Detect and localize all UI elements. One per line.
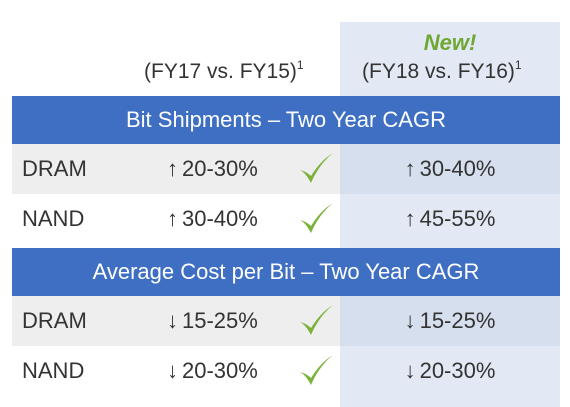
row-label: DRAM (22, 156, 87, 181)
new-label: New! (423, 30, 477, 55)
fy18-value-text: 30-40% (419, 156, 496, 181)
fy17-value: ↓ 15-25% (167, 296, 258, 346)
down-arrow-icon: ↓ (404, 308, 416, 333)
down-arrow-icon: ↓ (404, 358, 416, 383)
fy17-value-text: 15-25% (182, 308, 258, 333)
down-arrow-icon: ↓ (167, 358, 178, 383)
column-header-fy18-text: (FY18 vs. FY16) (362, 60, 515, 83)
up-arrow-icon: ↑ (404, 206, 416, 231)
section-header-average-cost: Average Cost per Bit – Two Year CAGR (12, 248, 560, 296)
fy18-value: ↓ 15-25% (340, 296, 560, 346)
down-arrow-icon: ↓ (167, 308, 178, 333)
up-arrow-icon: ↑ (167, 156, 178, 181)
up-arrow-icon: ↑ (404, 156, 416, 181)
column-header-fy18: (FY18 vs. FY16)1 (362, 58, 522, 84)
fy18-value-text: 20-30% (419, 358, 496, 383)
footnote-marker: 1 (514, 58, 522, 72)
table-row: DRAM ↑ 20-30% ↑ 30-40% (12, 144, 560, 194)
table-row: NAND ↓ 20-30% ↓ 20-30% (12, 346, 560, 396)
fy17-value: ↑ 30-40% (167, 194, 258, 244)
table-row: NAND ↑ 30-40% ↑ 45-55% (12, 194, 560, 244)
row-label: NAND (22, 206, 85, 231)
footnote-marker: 1 (296, 58, 304, 72)
fy18-value: ↑ 45-55% (340, 194, 560, 244)
fy18-value: ↑ 30-40% (340, 144, 560, 194)
fy17-value-text: 30-40% (182, 206, 258, 231)
check-mark-icon (300, 153, 333, 183)
row-label: DRAM (22, 308, 87, 333)
fy17-value: ↑ 20-30% (167, 144, 258, 194)
check-mark-icon (300, 355, 333, 385)
fy17-value: ↓ 20-30% (167, 346, 258, 396)
check-mark-icon (300, 203, 333, 233)
table-row: DRAM ↓ 15-25% ↓ 15-25% (12, 296, 560, 346)
section-header-bit-shipments: Bit Shipments – Two Year CAGR (12, 96, 560, 144)
fy18-value-text: 45-55% (419, 206, 496, 231)
fy17-value-text: 20-30% (182, 156, 258, 181)
fy17-value-text: 20-30% (182, 358, 258, 383)
fy18-value-text: 15-25% (419, 308, 496, 333)
up-arrow-icon: ↑ (167, 206, 178, 231)
column-header-fy17-text: (FY17 vs. FY15) (144, 60, 297, 83)
column-header-fy17: (FY17 vs. FY15)1 (144, 58, 304, 84)
row-label: NAND (22, 358, 85, 383)
fy18-value: ↓ 20-30% (340, 346, 560, 396)
check-mark-icon (300, 305, 333, 335)
